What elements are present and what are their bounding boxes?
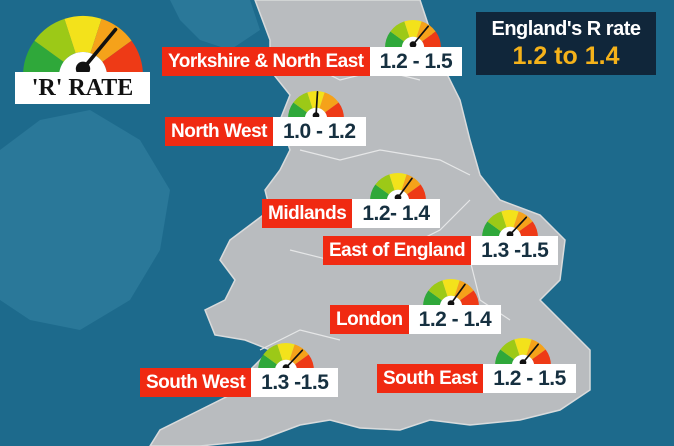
region-r-range: 1.3 -1.5 [251,368,339,397]
region-name: North West [165,117,273,146]
gauge-segment [34,18,76,62]
gauge-segment [23,40,64,76]
gauge-needle [412,25,430,46]
region-name: Midlands [262,199,353,228]
gauge-segment [307,91,325,109]
gauge-segment [407,184,426,201]
gauge-pivot [409,41,417,48]
gauge-needle [450,283,466,305]
gauge-segment [319,92,339,113]
gauge-segment [487,211,507,232]
region-label: Yorkshire & North East 1.2 - 1.5 [162,47,463,76]
region-label: South West 1.3 -1.5 [140,368,339,397]
gauge-segment [526,339,546,360]
scotland-landmass [170,0,260,50]
region-r-range: 1.2 - 1.4 [408,305,502,334]
gauge-segment [370,184,389,201]
r-gauge-icon [288,91,344,119]
gauge-segment [385,31,404,48]
region-r-range: 1.2 - 1.5 [483,364,576,393]
gauge-segment [460,290,479,307]
gauge-segment [90,18,132,62]
gauge-needle [397,177,413,199]
ireland-landmass [0,110,170,330]
region-r-range: 1.3 -1.5 [471,236,559,265]
headline-box: England's R rate 1.2 to 1.4 [476,12,656,75]
gauge-needle [285,349,304,369]
region-r-range: 1.0 - 1.2 [272,117,366,146]
region-label: North West 1.0 - 1.2 [165,117,366,146]
headline-title: England's R rate [491,18,641,40]
gauge-segment [519,221,538,238]
gauge-segment [64,15,102,54]
r-gauge-icon [385,20,441,48]
legend-label: 'R' RATE [15,72,150,104]
r-gauge-icon [258,343,314,371]
gauge-segment [263,344,283,365]
gauge-segment [277,343,295,361]
gauge-segment [495,349,514,366]
gauge-segment [288,102,307,119]
gauge-segment [102,40,143,76]
gauge-needle [315,91,319,117]
gauge-needle [509,216,528,236]
gauge-segment [416,21,436,42]
gauge-segment [442,279,460,297]
r-gauge-icon [370,173,426,201]
gauge-segment [482,221,501,238]
region-name: Yorkshire & North East [162,47,370,76]
region-label: Midlands 1.2- 1.4 [262,199,440,228]
legend-gauge-icon [23,15,143,76]
region-name: South East [377,364,484,393]
gauge-segment [389,173,407,191]
gauge-segment [423,290,442,307]
region-label: South East 1.2 - 1.5 [377,364,576,393]
region-r-range: 1.2 - 1.5 [369,47,463,76]
gauge-segment [375,174,395,195]
r-gauge-icon [423,279,479,307]
r-rate-legend: 'R' RATE [15,14,150,104]
gauge-segment [258,354,277,371]
gauge-segment [422,31,441,48]
gauge-needle [522,343,540,364]
region-label: East of England 1.3 -1.5 [323,236,559,265]
gauge-segment [454,280,474,301]
r-gauge-icon [495,338,551,366]
region-name: London [330,305,409,334]
region-label: London 1.2 - 1.4 [330,305,502,334]
region-name: East of England [323,236,472,265]
gauge-segment [295,354,314,371]
gauge-segment [404,20,422,38]
gauge-segment [514,338,532,356]
gauge-segment [500,339,520,360]
gauge-segment [390,21,410,42]
r-gauge-icon [482,210,538,238]
region-name: South West [140,368,252,397]
gauge-segment [401,174,421,195]
region-r-range: 1.2- 1.4 [352,199,440,228]
gauge-segment [532,349,551,366]
headline-value: 1.2 to 1.4 [512,42,620,70]
gauge-segment [325,102,344,119]
gauge-needle [81,27,118,71]
gauge-segment [293,92,313,113]
gauge-segment [428,280,448,301]
gauge-segment [501,210,519,228]
